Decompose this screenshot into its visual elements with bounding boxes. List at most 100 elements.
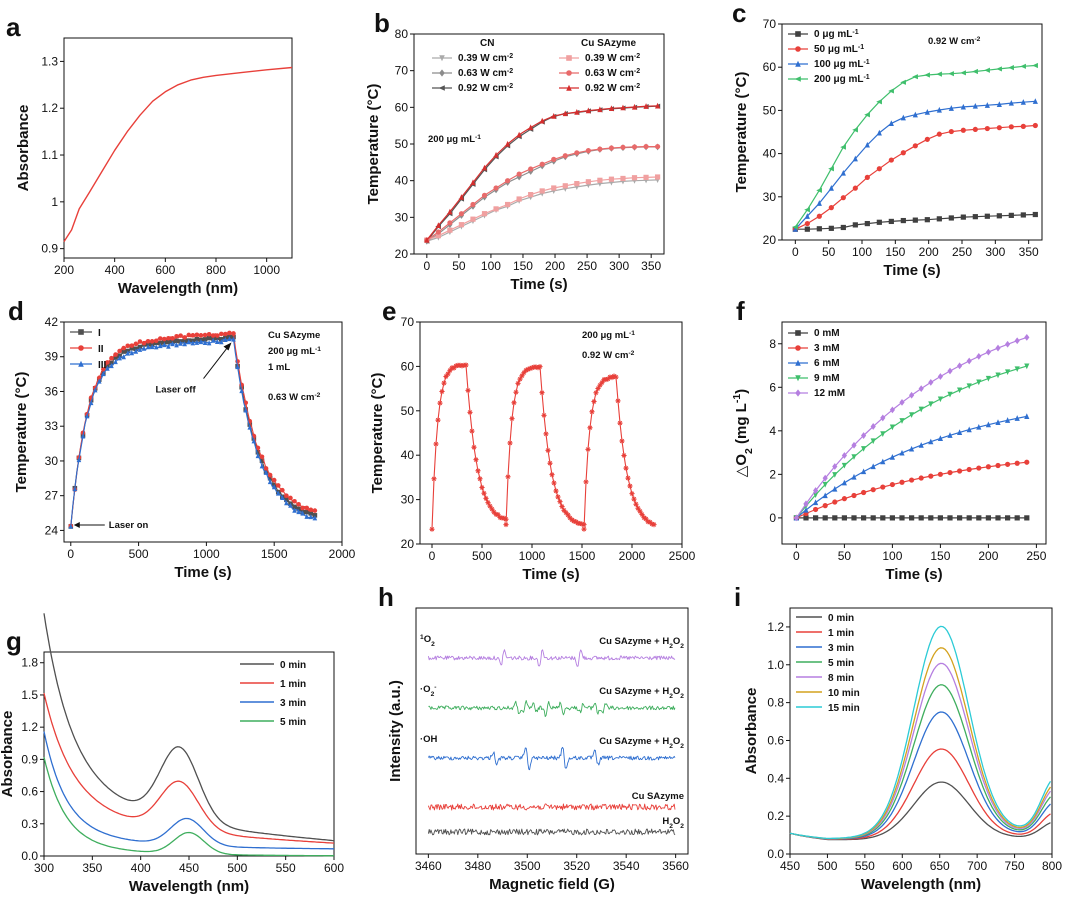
data-point — [589, 409, 595, 415]
y-axis-label: Temperature (°C) — [365, 84, 382, 205]
x-tick-label: 1500 — [261, 547, 288, 561]
data-point — [202, 337, 208, 342]
data-point — [166, 339, 171, 345]
plot-frame — [781, 23, 1043, 241]
data-point — [477, 476, 483, 482]
data-point — [627, 483, 633, 489]
data-point — [170, 336, 175, 341]
data-point — [443, 373, 449, 380]
data-point — [620, 104, 626, 111]
data-point — [654, 143, 661, 150]
legend-marker — [794, 76, 801, 82]
data-point — [267, 478, 273, 485]
x-tick-label: 1000 — [519, 549, 546, 563]
data-point — [995, 372, 1001, 379]
y-tick-label: 20 — [395, 247, 409, 261]
laser-off-arrowhead — [223, 342, 232, 351]
y-tick-label: 24 — [45, 523, 59, 537]
legend-label: 5 min — [280, 717, 306, 728]
data-point — [493, 151, 499, 158]
x-tick-label: 450 — [179, 861, 199, 875]
data-point — [145, 344, 151, 350]
x-tick-label: 500 — [472, 549, 492, 563]
data-point — [267, 475, 273, 481]
legend-label: 0.92 W cm-2 — [458, 83, 513, 95]
data-point — [202, 332, 208, 338]
legend-label: I — [98, 328, 101, 339]
plot-frame — [415, 607, 689, 855]
legend-label: 3 min — [280, 698, 306, 709]
legend-marker — [78, 345, 84, 351]
data-point — [458, 194, 465, 200]
legend-marker — [795, 330, 801, 336]
y-tick-label: 0.0 — [21, 849, 38, 863]
data-point — [516, 171, 522, 177]
data-point — [223, 336, 228, 342]
data-point — [467, 409, 473, 415]
y-tick-label: 6 — [769, 380, 776, 394]
series-line-5 — [426, 105, 658, 241]
data-point — [816, 213, 822, 219]
data-point — [471, 444, 477, 450]
data-point — [880, 431, 886, 437]
data-point — [840, 169, 846, 176]
data-point — [304, 513, 310, 519]
data-point — [133, 348, 139, 354]
data-point — [832, 485, 838, 492]
data-point — [219, 331, 224, 337]
data-point — [599, 379, 605, 386]
data-point — [912, 143, 918, 149]
panel-label: f — [736, 296, 745, 326]
x-tick-label: 800 — [1042, 859, 1062, 873]
data-point — [864, 141, 870, 148]
data-point — [816, 200, 822, 206]
data-point — [304, 505, 310, 511]
data-point — [206, 335, 212, 341]
data-point — [263, 469, 269, 475]
y-tick-label: 27 — [45, 489, 59, 503]
data-point — [182, 338, 187, 344]
data-point — [924, 217, 930, 223]
data-point — [822, 474, 828, 482]
data-point — [899, 515, 905, 521]
data-point — [909, 412, 915, 418]
data-point — [996, 125, 1002, 131]
x-tick-label: 3500 — [514, 859, 541, 873]
data-point — [928, 438, 934, 445]
data-point — [304, 509, 310, 515]
data-point — [125, 343, 131, 349]
data-point — [1032, 122, 1038, 129]
data-point — [976, 352, 982, 360]
data-point — [137, 346, 143, 352]
panel-label: c — [732, 0, 746, 28]
data-point — [516, 196, 522, 202]
legend-marker — [438, 85, 445, 91]
data-point — [174, 342, 179, 348]
x-tick-label: 200 — [978, 549, 998, 563]
x-tick-label: 1000 — [253, 263, 280, 277]
x-tick-label: 1500 — [569, 549, 596, 563]
data-point — [296, 501, 301, 507]
data-point — [947, 432, 953, 438]
data-point — [597, 177, 603, 183]
concentration-annotation: 200 μg mL-1 — [428, 134, 481, 146]
x-tick-label: 150 — [930, 549, 950, 563]
x-tick-label: 300 — [609, 259, 629, 273]
data-point — [441, 380, 447, 386]
x-tick-label: 2000 — [329, 547, 356, 561]
y-tick-label: 60 — [401, 359, 415, 373]
data-point — [957, 429, 963, 435]
data-point — [186, 339, 192, 345]
data-point — [495, 511, 501, 518]
data-point — [841, 462, 847, 469]
data-point — [1024, 333, 1030, 341]
data-point — [995, 462, 1001, 469]
data-point — [259, 463, 265, 469]
data-point — [918, 515, 924, 521]
data-point — [475, 468, 481, 474]
y-tick-label: 30 — [763, 190, 777, 204]
data-point — [803, 515, 809, 521]
data-point — [153, 338, 159, 344]
laser-on-label: Laser on — [109, 520, 149, 531]
y-tick-label: 50 — [763, 103, 777, 117]
